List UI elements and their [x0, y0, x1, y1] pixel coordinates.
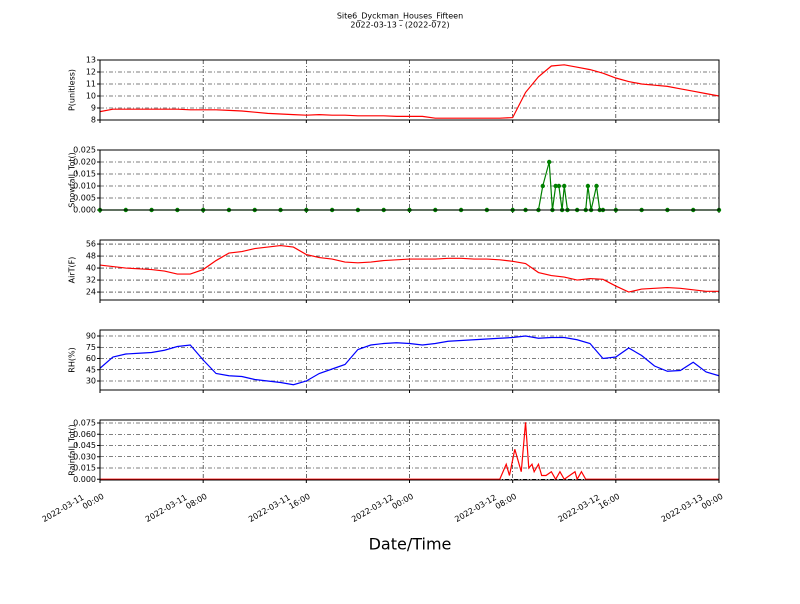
y-tick-label: 90	[86, 332, 96, 341]
y-tick-label: 40	[86, 264, 96, 273]
plot-frame	[99, 239, 720, 301]
plot-frame	[99, 419, 720, 481]
y-tick-label: 13	[86, 56, 96, 65]
y-tick-label: 30	[86, 377, 96, 386]
y-tick-label: 10	[86, 92, 96, 101]
y-tick-label: 48	[86, 252, 96, 261]
y-tick-label: 0.025	[73, 146, 96, 155]
data-point	[553, 183, 558, 189]
y-tick-label: 8	[91, 116, 96, 125]
y-tick-label: 0.075	[73, 419, 96, 428]
y-axis-label: Rainfall_Tot()	[68, 424, 77, 476]
data-point	[556, 183, 562, 189]
y-tick-label: 32	[86, 276, 96, 285]
y-tick-label: 60	[86, 354, 96, 363]
y-tick-label: 0.000	[73, 475, 96, 484]
y-axis-label: P(unitless)	[68, 69, 77, 111]
y-axis-label: Snowfall_Tot()	[68, 152, 77, 208]
y-tick-label: 0.045	[73, 441, 96, 450]
y-tick-label: 11	[86, 80, 96, 89]
y-tick-label: 0.005	[73, 194, 96, 203]
plot-frame	[99, 149, 720, 211]
data-point	[540, 183, 545, 189]
data-line	[99, 244, 719, 293]
data-point	[585, 183, 591, 189]
data-point	[562, 183, 567, 189]
y-tick-label: 0.030	[73, 452, 96, 461]
y-tick-label: 9	[91, 104, 96, 113]
y-tick-label: 0.015	[73, 464, 96, 473]
data-point	[547, 159, 552, 165]
plot-frame	[99, 59, 720, 121]
y-tick-label: 0.000	[73, 206, 96, 215]
y-tick-label: 24	[86, 288, 96, 297]
y-tick-label: 0.060	[73, 430, 96, 439]
data-line	[99, 64, 720, 119]
y-axis-label: AirT(F)	[68, 257, 77, 284]
chart-title: Site6_Dyckman_Houses_Fifteen	[337, 12, 463, 21]
y-tick-label: 56	[86, 240, 96, 249]
y-tick-label: 0.020	[73, 158, 96, 167]
y-tick-label: 12	[86, 68, 96, 77]
y-axis-label: RH(%)	[68, 347, 77, 372]
x-axis-label: Date/Time	[369, 535, 452, 554]
plot-frame	[99, 329, 720, 391]
data-point	[594, 183, 599, 189]
y-tick-label: 0.015	[73, 170, 96, 179]
data-line	[99, 335, 720, 386]
y-tick-label: 0.010	[73, 182, 96, 191]
chart-subtitle: 2022-03-13 - (2022-072)	[350, 21, 449, 30]
y-tick-label: 75	[86, 343, 96, 352]
data-line	[100, 422, 719, 481]
y-tick-label: 45	[86, 365, 96, 374]
